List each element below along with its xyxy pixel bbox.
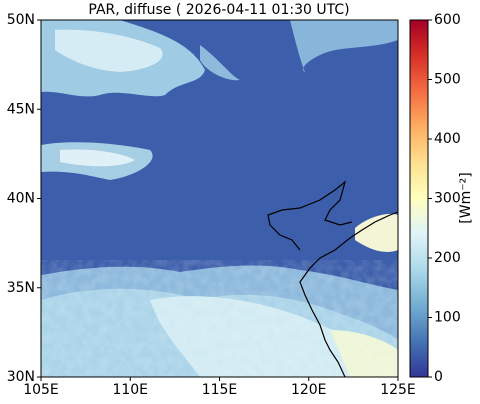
x-tick-label: 105E bbox=[23, 382, 59, 398]
colorbar-tick-label: 600 bbox=[434, 12, 461, 28]
x-tick-label: 110E bbox=[112, 382, 148, 398]
cloud bbox=[55, 29, 163, 72]
colorbar-tick-label: 300 bbox=[434, 191, 461, 207]
cloud bbox=[200, 45, 240, 81]
x-tick-label: 120E bbox=[291, 382, 327, 398]
y-tick-label: 40N bbox=[7, 191, 35, 207]
cloud-texture bbox=[41, 260, 398, 377]
colorbar-tick-label: 500 bbox=[434, 72, 461, 88]
colorbar-tick-label: 400 bbox=[434, 131, 461, 147]
y-tick-label: 30N bbox=[7, 369, 35, 385]
y-tick-label: 35N bbox=[7, 280, 35, 296]
colorbar-tick-label: 200 bbox=[434, 250, 461, 266]
field bbox=[41, 20, 398, 377]
cloud bbox=[60, 149, 135, 167]
cloud bbox=[355, 213, 398, 252]
cloud bbox=[290, 20, 398, 72]
colorbar-tick-label: 100 bbox=[434, 310, 461, 326]
y-tick-label: 50N bbox=[7, 12, 35, 28]
x-tick-label: 125E bbox=[380, 382, 416, 398]
colorbar-tick-label: 0 bbox=[434, 369, 443, 385]
colorbar bbox=[409, 19, 429, 378]
y-tick-label: 45N bbox=[7, 101, 35, 117]
chart-title: PAR, diffuse ( 2026-04-11 01:30 UTC) bbox=[88, 2, 349, 18]
coastline bbox=[267, 180, 398, 377]
x-tick-label: 115E bbox=[202, 382, 238, 398]
colorbar-label: [Wm⁻²] bbox=[458, 172, 474, 223]
